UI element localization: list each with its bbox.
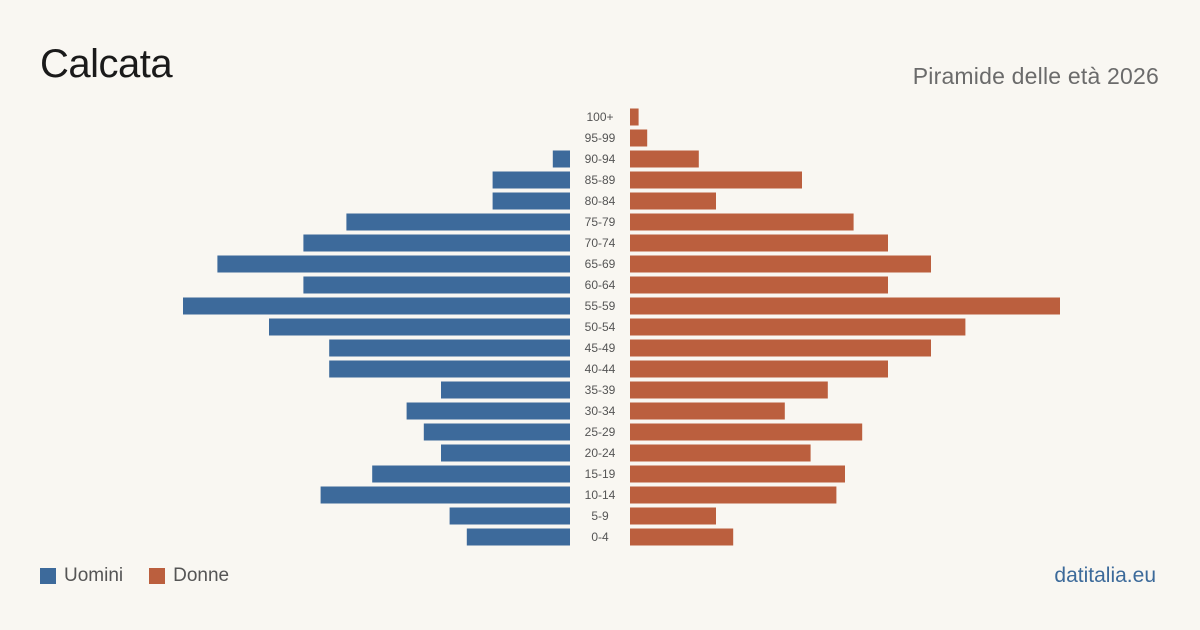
bar-women-55-59 [630,297,1060,315]
bar-men-60-64 [303,276,570,294]
age-label-100+: 100+ [586,110,613,124]
site-link[interactable]: datitalia.eu [1054,564,1156,587]
bar-women-90-94 [630,150,699,168]
legend-label-men: Uomini [64,565,124,586]
bar-men-50-54 [269,318,570,336]
bar-men-35-39 [441,381,570,399]
age-label-35-39: 35-39 [585,383,616,397]
chart-subtitle: Piramide delle età 2026 [912,63,1159,89]
bar-women-80-84 [630,192,716,210]
age-label-40-44: 40-44 [585,362,616,376]
bar-men-65-69 [217,255,570,273]
age-label-15-19: 15-19 [585,467,616,481]
legend-swatch-women [149,568,166,584]
age-label-60-64: 60-64 [585,278,616,292]
bar-women-25-29 [630,423,863,441]
bar-men-5-9 [449,507,570,525]
legend: Uomini Donne [40,565,255,587]
page-title: Calcata [40,42,173,86]
bar-men-45-49 [329,339,570,357]
bar-women-95-99 [630,129,648,147]
age-label-50-54: 50-54 [585,320,616,334]
legend-item-men: Uomini [40,565,123,587]
bar-women-40-44 [630,360,888,378]
bar-men-15-19 [372,465,570,483]
bar-men-10-14 [320,486,570,504]
age-label-90-94: 90-94 [585,152,616,166]
legend-swatch-men [40,568,56,584]
bar-women-70-74 [630,234,888,252]
age-label-95-99: 95-99 [585,131,616,145]
bar-men-85-89 [492,171,570,189]
bar-men-30-34 [406,402,570,420]
age-label-70-74: 70-74 [585,236,616,250]
age-label-55-59: 55-59 [585,299,616,313]
bar-men-75-79 [346,213,570,231]
age-label-30-34: 30-34 [585,404,616,418]
bar-women-50-54 [630,318,966,336]
age-label-0-4: 0-4 [591,530,609,544]
bar-women-35-39 [630,381,828,399]
bar-women-10-14 [630,486,837,504]
bar-women-60-64 [630,276,888,294]
age-label-25-29: 25-29 [585,425,616,439]
bar-men-70-74 [303,234,570,252]
age-label-65-69: 65-69 [585,257,616,271]
bar-women-100+ [630,108,639,126]
bar-men-90-94 [552,150,570,168]
bar-women-45-49 [630,339,931,357]
bar-men-40-44 [329,360,570,378]
age-label-10-14: 10-14 [585,488,616,502]
bar-women-75-79 [630,213,854,231]
bar-women-85-89 [630,171,802,189]
age-label-80-84: 80-84 [585,194,616,208]
bar-men-0-4 [466,528,570,546]
bar-women-30-34 [630,402,785,420]
age-label-75-79: 75-79 [585,215,616,229]
legend-label-women: Donne [173,565,230,586]
age-label-20-24: 20-24 [585,446,616,460]
bar-women-0-4 [630,528,734,546]
age-label-5-9: 5-9 [591,509,609,523]
bar-men-80-84 [492,192,570,210]
bar-men-20-24 [441,444,570,462]
bar-men-55-59 [183,297,570,315]
age-label-45-49: 45-49 [585,341,616,355]
bar-women-65-69 [630,255,931,273]
bar-women-20-24 [630,444,811,462]
age-label-85-89: 85-89 [585,173,616,187]
bar-women-5-9 [630,507,716,525]
legend-item-women: Donne [149,565,229,587]
bar-women-15-19 [630,465,845,483]
bar-men-25-29 [423,423,570,441]
